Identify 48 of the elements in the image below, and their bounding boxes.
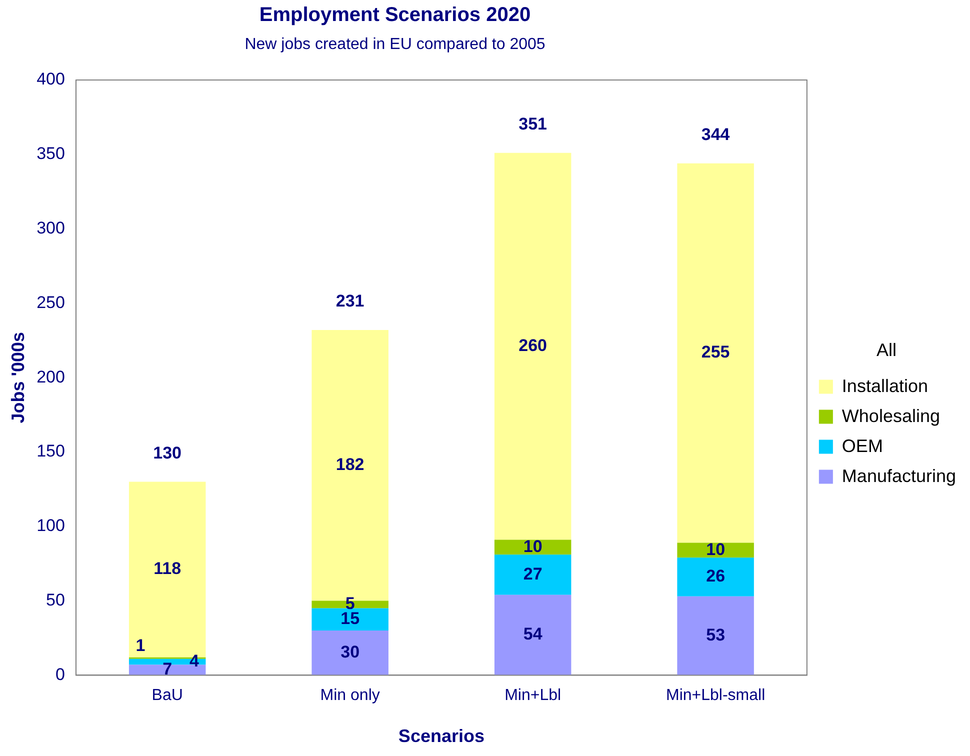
data-label: 7: [162, 660, 172, 679]
bar: [312, 630, 388, 676]
data-label: 10: [523, 536, 542, 556]
total-label: 344: [701, 125, 730, 144]
data-label: 1: [136, 636, 146, 655]
x-tick-label: BaU: [152, 687, 183, 704]
y-tick-label: 200: [36, 367, 65, 386]
data-label: 10: [706, 540, 726, 559]
bar: [494, 152, 572, 540]
y-tick-label: 300: [36, 218, 65, 238]
bar: [677, 163, 754, 543]
bar: [494, 594, 572, 676]
legend-label: OEM: [842, 436, 883, 456]
data-label: 260: [518, 336, 548, 356]
x-tick-label: Min only: [320, 687, 380, 704]
data-label: 182: [336, 455, 364, 474]
y-tick-label: 0: [55, 664, 65, 684]
y-tick-label: 150: [36, 442, 65, 461]
total-label: 351: [518, 114, 548, 134]
x-tick-label: Min+Lbl: [504, 687, 562, 704]
data-label: 255: [701, 342, 730, 362]
y-tick-label: 50: [46, 590, 65, 610]
y-tick-label: 400: [36, 70, 65, 89]
data-label: 15: [340, 609, 360, 628]
bar: [677, 596, 754, 676]
data-label: 54: [523, 624, 543, 644]
chart-subtitle: New jobs created in EU compared to 2005: [244, 36, 546, 54]
data-label: 26: [706, 566, 726, 586]
legend-label: Wholesaling: [842, 406, 940, 426]
bar: [494, 554, 572, 595]
chart-title: Employment Scenarios 2020: [258, 4, 532, 27]
bar: [312, 608, 388, 631]
total-label: 231: [336, 292, 364, 311]
y-tick-label: 350: [36, 144, 65, 164]
data-label: 30: [340, 642, 360, 662]
bar: [677, 558, 754, 596]
data-label: 27: [523, 564, 542, 584]
x-axis-title: Scenarios: [398, 726, 484, 746]
y-axis-title: Jobs '000s: [8, 332, 28, 424]
legend-title: All: [876, 340, 896, 360]
legend-label: Installation: [842, 376, 928, 396]
total-label: 130: [153, 443, 182, 462]
y-tick-label: 250: [36, 292, 65, 312]
data-label: 53: [706, 625, 726, 644]
y-tick-label: 100: [36, 516, 65, 536]
x-tick-label: Min+Lbl-small: [666, 687, 766, 704]
data-label: 118: [154, 559, 182, 578]
legend-label: Manufacturing: [842, 466, 956, 486]
